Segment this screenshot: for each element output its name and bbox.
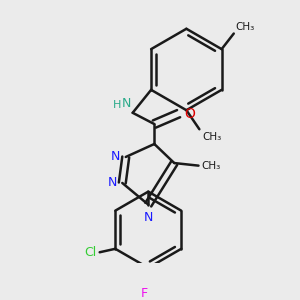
Text: Cl: Cl <box>84 246 96 259</box>
Text: CH₃: CH₃ <box>236 22 255 32</box>
Text: N: N <box>144 211 153 224</box>
Text: H: H <box>113 100 122 110</box>
Text: F: F <box>140 287 148 300</box>
Text: N: N <box>122 97 131 110</box>
Text: O: O <box>185 107 196 121</box>
Text: N: N <box>111 151 121 164</box>
Text: CH₃: CH₃ <box>202 132 221 142</box>
Text: N: N <box>108 176 117 190</box>
Text: CH₃: CH₃ <box>201 160 220 171</box>
